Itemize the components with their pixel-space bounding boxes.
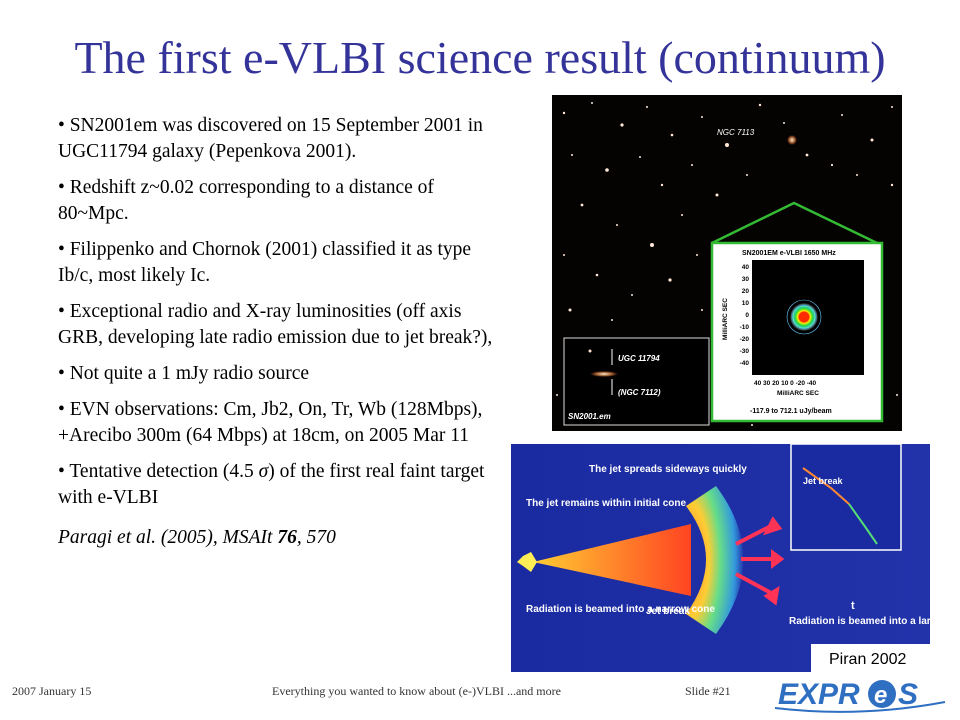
svg-text:S: S xyxy=(898,678,918,711)
axis-t: t xyxy=(851,600,855,612)
sn-label: SN2001.em xyxy=(568,412,611,421)
bullet-item: • Exceptional radio and X-ray luminositi… xyxy=(58,301,493,348)
label-remains: The jet remains within initial cone xyxy=(526,498,686,509)
expres-logo: EXPR e S xyxy=(774,678,946,713)
vlbi-map-inset: SN2001EM e-VLBI 1650 MHz 40 30 20 10 0 -… xyxy=(710,201,884,423)
logo-e: e xyxy=(874,682,887,709)
svg-text:-20: -20 xyxy=(740,336,750,343)
svg-text:30: 30 xyxy=(742,276,750,283)
bullet-item: • Redshift z~0.02 corresponding to a dis… xyxy=(58,177,434,224)
map-x-ticks: 40 30 20 10 0 -20 -40 xyxy=(754,380,817,387)
svg-text:-30: -30 xyxy=(740,348,750,355)
reference-volume: 76 xyxy=(277,527,297,548)
label-spreads: The jet spreads sideways quickly xyxy=(589,464,747,475)
jet-diagram-image: The jet spreads sideways quickly The jet… xyxy=(511,444,930,672)
bullet-item: • Filippenko and Chornok (2001) classifi… xyxy=(58,239,472,286)
slide-number: Slide #21 xyxy=(685,684,731,698)
expanding-shell xyxy=(686,486,744,634)
ugc-label: UGC 11794 xyxy=(618,354,660,363)
bullet-item: • Tentative detection (4.5 σ) of the fir… xyxy=(58,461,485,508)
footer-title: Everything you wanted to know about (e-)… xyxy=(272,684,561,698)
map-y-label: MilliARC SEC xyxy=(722,298,729,340)
reference: Paragi et al. (2005), MSAIt 76, 570 xyxy=(58,527,336,548)
map-title: SN2001EM e-VLBI 1650 MHz xyxy=(742,250,836,257)
svg-text:-40: -40 xyxy=(740,360,750,367)
bullet-item: • EVN observations: Cm, Jb2, On, Tr, Wb … xyxy=(58,399,483,446)
svg-text:20: 20 xyxy=(742,288,750,295)
label-jet-break: Jet break xyxy=(646,606,690,617)
ngc7112-label: (NGC 7112) xyxy=(618,388,661,397)
bullet-item: • SN2001em was discovered on 15 Septembe… xyxy=(58,115,483,162)
inset-jet-break: Jet break xyxy=(803,476,844,486)
bullet-item: • Not quite a 1 mJy radio source xyxy=(58,363,310,384)
star-field-image: NGC 7113 UGC 11794 (NGC 7112) SN2001.em … xyxy=(552,95,902,431)
svg-text:10: 10 xyxy=(742,300,750,307)
sigma-symbol: σ xyxy=(258,461,269,482)
bright-star xyxy=(787,135,797,145)
footer-date: 2007 January 15 xyxy=(12,684,92,698)
bullet-list: • SN2001em was discovered on 15 Septembe… xyxy=(58,113,508,561)
stars xyxy=(556,102,898,426)
slide-title: The first e-VLBI science result (continu… xyxy=(74,32,886,83)
central-source xyxy=(517,552,537,572)
credit: Piran 2002 xyxy=(829,651,906,668)
logo-text: EXPR xyxy=(778,678,860,711)
radio-source xyxy=(790,303,818,331)
flux-range: -117.9 to 712.1 uJy/beam xyxy=(750,408,832,415)
radiation-arrows xyxy=(735,516,785,606)
label-narrow: Radiation is beamed into a narrow cone xyxy=(526,604,715,615)
galaxy-inset: UGC 11794 (NGC 7112) SN2001.em xyxy=(563,337,710,426)
svg-text:-10: -10 xyxy=(740,324,750,331)
lightcurve-inset: Jet break xyxy=(790,444,902,551)
jet-cone xyxy=(533,524,691,596)
ngc7113-label: NGC 7113 xyxy=(717,128,755,137)
svg-text:40: 40 xyxy=(742,264,750,271)
map-y-ticks: 40 30 20 10 0 -10 -20 -30 -40 xyxy=(740,264,750,367)
svg-text:0: 0 xyxy=(745,312,749,319)
map-x-label: MilliARC SEC xyxy=(777,390,819,397)
label-large-cone: Radiation is beamed into a large cone xyxy=(789,616,930,627)
